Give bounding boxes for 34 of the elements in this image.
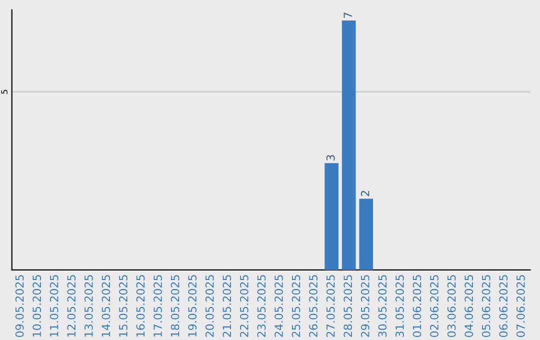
x-tick-label: 22.05.2025 — [240, 275, 248, 337]
x-tick-label: 21.05.2025 — [222, 275, 232, 337]
x-tick-label: 04.06.2025 — [464, 275, 474, 338]
x-tick-label: 10.05.2025 — [32, 275, 42, 337]
x-tick-label: 05.06.2025 — [482, 275, 490, 338]
x-tick-label: 27.05.2025 — [326, 275, 335, 337]
x-tick-label: 16.05.2025 — [136, 275, 145, 337]
x-tick-label: 02.06.2025 — [430, 275, 438, 338]
x-tick-label: 13.05.2025 — [84, 275, 93, 337]
x-tick-label: 28.05.2025 — [344, 275, 352, 337]
x-tick-label: 20.05.2025 — [205, 275, 214, 337]
x-tick-label: 24.05.2025 — [274, 275, 283, 337]
x-tick-label: 19.05.2025 — [188, 275, 197, 337]
x-tick-label: 01.06.2025 — [412, 275, 422, 338]
data-label: 2 — [360, 190, 370, 196]
x-tick-label: 26.05.2025 — [309, 275, 318, 337]
x-tick-label: 30.05.2025 — [378, 275, 387, 337]
x-tick-label: 09.05.2025 — [15, 275, 24, 338]
x-tick-label: 03.06.2025 — [447, 275, 456, 338]
x-tick-label: 15.05.2025 — [119, 275, 128, 337]
x-tick-label: 23.05.2025 — [257, 275, 266, 337]
x-tick-label: 25.05.2025 — [292, 275, 300, 337]
x-tick-label: 06.06.2025 — [499, 275, 508, 338]
x-tick-label: 14.05.2025 — [102, 275, 110, 337]
y-tick-label: 5 — [1, 90, 8, 94]
data-label: 7 — [344, 12, 352, 18]
data-label: 3 — [326, 155, 335, 160]
x-tick-label: 12.05.2025 — [67, 275, 76, 337]
x-tick-label: 17.05.2025 — [154, 275, 162, 337]
x-tick-label: 07.06.2025 — [516, 275, 525, 338]
x-tick-label: 18.05.2025 — [170, 275, 180, 337]
x-tick-label: 29.05.2025 — [360, 275, 370, 337]
x-tick-label: 11.05.2025 — [50, 275, 58, 337]
x-tick-label: 31.05.2025 — [396, 275, 404, 337]
